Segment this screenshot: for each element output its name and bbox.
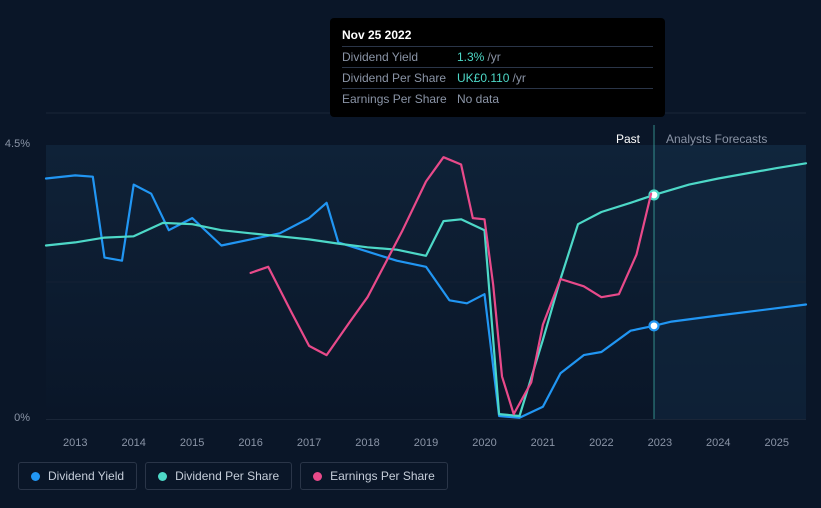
chart-area[interactable]: Past Analysts Forecasts 0%4.5%2013201420… [18, 105, 808, 435]
x-axis-label: 2020 [472, 437, 496, 449]
x-axis-label: 2023 [648, 437, 672, 449]
legend-dot-icon [313, 472, 322, 481]
x-axis-label: 2024 [706, 437, 730, 449]
chart-tooltip: Nov 25 2022 Dividend Yield1.3%/yrDividen… [330, 18, 665, 117]
y-axis-label: 4.5% [5, 138, 30, 150]
x-axis-label: 2017 [297, 437, 321, 449]
tooltip-row: Dividend Yield1.3%/yr [342, 46, 653, 67]
period-label-past: Past [616, 132, 640, 146]
tooltip-value: UK£0.110 [457, 69, 509, 87]
legend-label: Earnings Per Share [330, 469, 435, 483]
tooltip-label: Earnings Per Share [342, 90, 457, 108]
chart-legend: Dividend Yield Dividend Per Share Earnings… [18, 462, 448, 490]
tooltip-label: Dividend Yield [342, 48, 457, 66]
legend-label: Dividend Yield [48, 469, 124, 483]
tooltip-date: Nov 25 2022 [342, 26, 653, 44]
tooltip-row: Earnings Per ShareNo data [342, 88, 653, 109]
tooltip-row: Dividend Per ShareUK£0.110/yr [342, 67, 653, 88]
legend-item[interactable]: Dividend Yield [18, 462, 137, 490]
legend-dot-icon [31, 472, 40, 481]
x-axis-label: 2021 [531, 437, 555, 449]
tooltip-rows: Dividend Yield1.3%/yrDividend Per ShareU… [342, 46, 653, 109]
x-axis-label: 2019 [414, 437, 438, 449]
x-axis-label: 2025 [765, 437, 789, 449]
x-axis-label: 2016 [238, 437, 262, 449]
legend-item[interactable]: Earnings Per Share [300, 462, 448, 490]
y-axis-label: 0% [14, 412, 30, 424]
tooltip-suffix: /yr [512, 69, 525, 87]
tooltip-label: Dividend Per Share [342, 69, 457, 87]
tooltip-value: No data [457, 90, 499, 108]
x-axis-label: 2013 [63, 437, 87, 449]
tooltip-value: 1.3% [457, 48, 484, 66]
x-axis-label: 2014 [121, 437, 145, 449]
tooltip-suffix: /yr [487, 48, 500, 66]
period-label-forecast: Analysts Forecasts [666, 132, 767, 146]
legend-dot-icon [158, 472, 167, 481]
x-axis-label: 2022 [589, 437, 613, 449]
x-axis-label: 2018 [355, 437, 379, 449]
x-axis-label: 2015 [180, 437, 204, 449]
chart-svg [18, 105, 808, 450]
legend-item[interactable]: Dividend Per Share [145, 462, 292, 490]
legend-label: Dividend Per Share [175, 469, 279, 483]
